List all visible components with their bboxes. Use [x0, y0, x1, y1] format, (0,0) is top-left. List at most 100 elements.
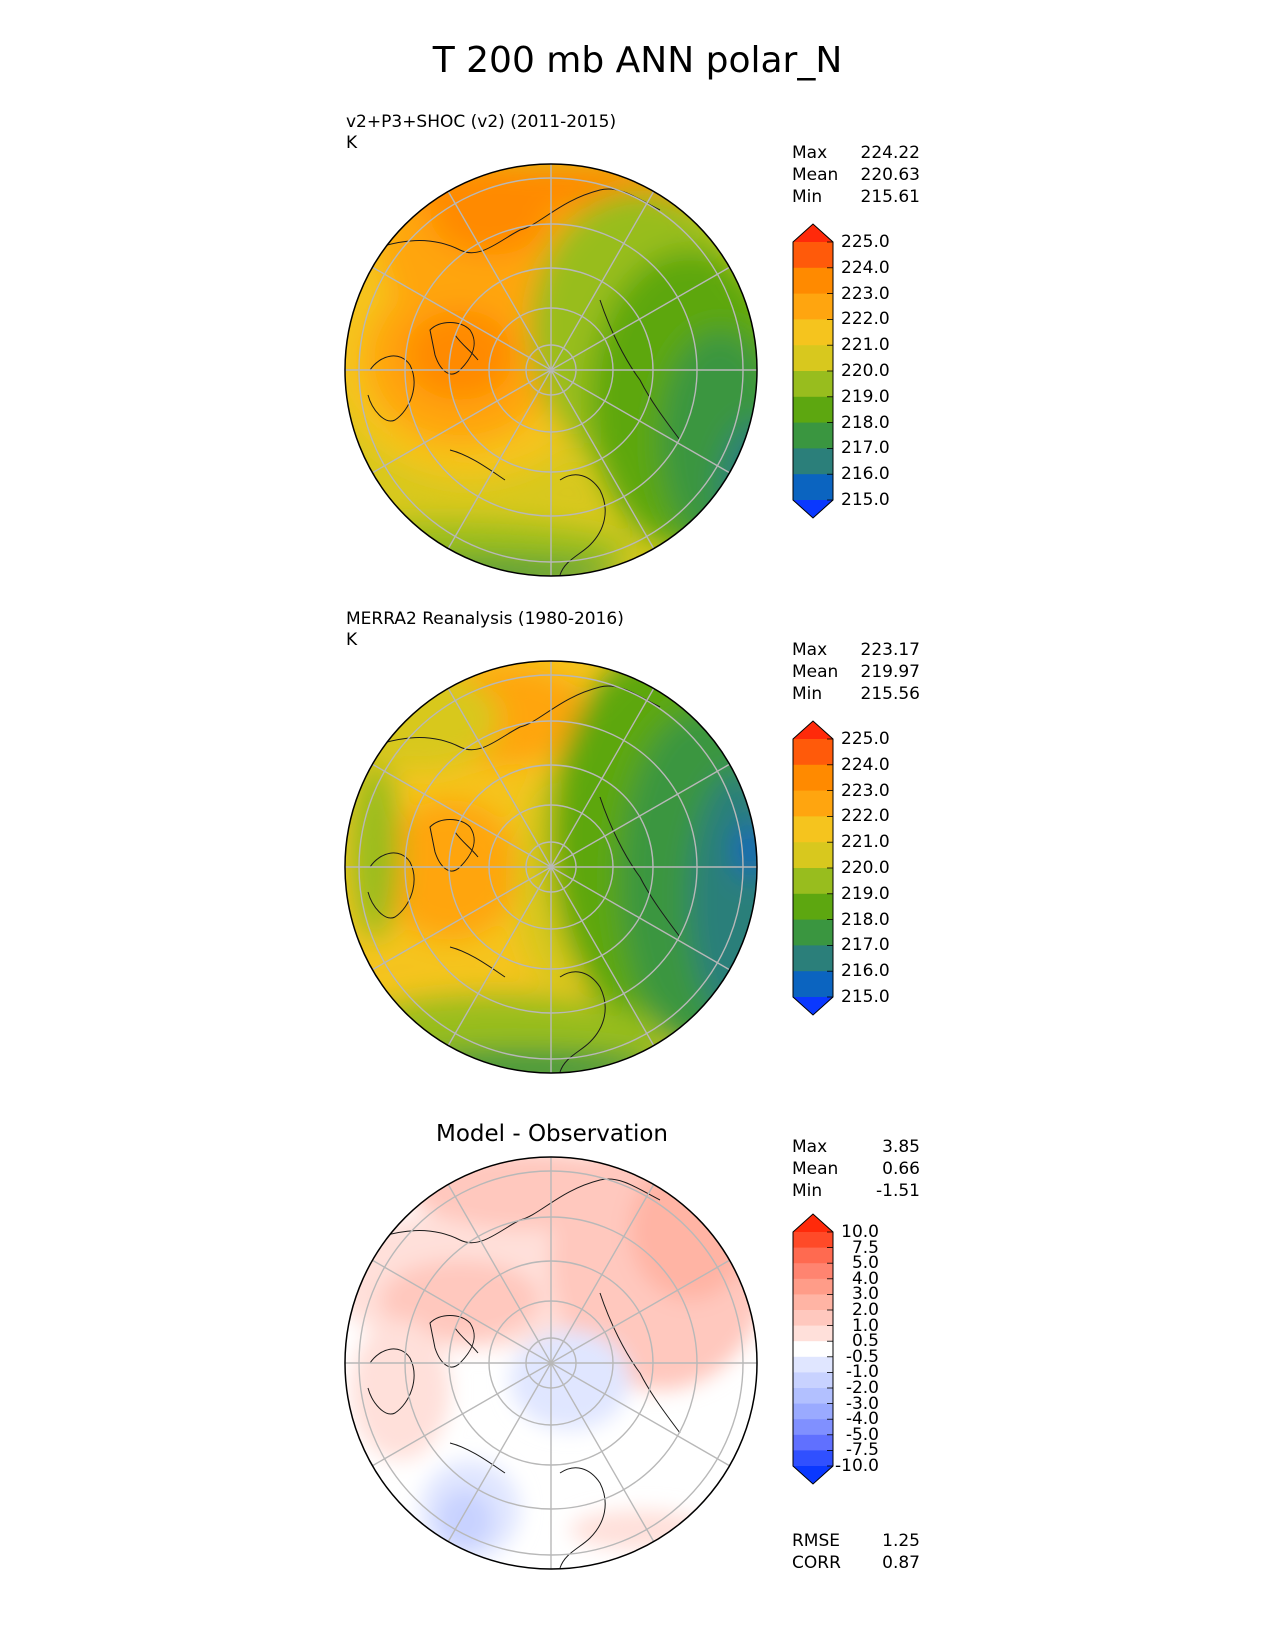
- colorbar-tick-label: 5.0: [851, 1253, 879, 1274]
- colorbar-1: [792, 223, 834, 519]
- colorbar-segment: [793, 371, 833, 398]
- rmse-value: 1.25: [882, 1531, 920, 1551]
- stat-max-value: 224.22: [860, 143, 920, 163]
- stat-max-label: Max: [792, 640, 828, 660]
- map-1-field: [345, 164, 757, 576]
- colorbar-segment: [793, 971, 833, 998]
- colorbar-tick-label: -1.0: [845, 1362, 879, 1383]
- colorbar-tick-label: 215.0: [841, 490, 890, 510]
- colorbars: [792, 223, 834, 1485]
- colorbar-tick-label: 225.0: [841, 729, 890, 749]
- colorbar-tick-label: 218.0: [841, 412, 890, 433]
- colorbar-extend-min: [793, 500, 833, 518]
- corr-value: 0.87: [882, 1553, 920, 1573]
- colorbar-segment: [793, 816, 833, 843]
- colorbar-segment: [793, 242, 833, 269]
- colorbar-segment: [793, 1247, 833, 1264]
- colorbar-tick-label: 225.0: [841, 232, 890, 252]
- colorbar-segment: [793, 1419, 833, 1436]
- colorbar-tick-label: 222.0: [841, 309, 890, 330]
- colorbar-tick-label: 222.0: [841, 806, 890, 827]
- stat-max-label: Max: [792, 1137, 828, 1157]
- stat-mean-label: Mean: [792, 1159, 839, 1179]
- colorbar-segment: [793, 868, 833, 895]
- colorbar-tick-label: 215.0: [841, 987, 890, 1007]
- colorbar-tick-label: 216.0: [841, 464, 890, 485]
- colorbar-tick-label: 218.0: [841, 909, 890, 930]
- rmse-label: RMSE: [792, 1531, 841, 1551]
- colorbar-tick-label: -3.0: [845, 1393, 879, 1414]
- colorbar-segment: [793, 764, 833, 792]
- panel-3-title: Model - Observation: [435, 1121, 669, 1147]
- colorbar-segment: [793, 1263, 833, 1280]
- colorbar-segment: [793, 422, 833, 449]
- colorbar-tick-label: 223.0: [841, 283, 890, 304]
- colorbar-segment: [793, 1341, 833, 1358]
- colorbar-segment: [793, 1372, 833, 1389]
- stat-max-value: 3.85: [882, 1137, 920, 1157]
- colorbar-tick-label: 224.0: [841, 257, 890, 278]
- colorbar-segment: [793, 1403, 833, 1420]
- colorbar-segment: [793, 1450, 833, 1467]
- colorbar-tick-label: -4.0: [845, 1409, 879, 1430]
- figure-title: T 200 mb ANN polar_N: [432, 40, 843, 81]
- colorbar-segment: [793, 1278, 833, 1295]
- colorbar-segment: [793, 919, 833, 946]
- colorbar-segment: [793, 1356, 833, 1373]
- colorbar-tick-label: 221.0: [841, 832, 890, 853]
- colorbar-tick-label: 217.0: [841, 438, 890, 459]
- corr-label: CORR: [792, 1553, 841, 1573]
- colorbar-tick-label: 10.0: [841, 1222, 879, 1242]
- stat-min-label: Min: [792, 1181, 823, 1201]
- colorbar-tick-label: 4.0: [851, 1268, 879, 1289]
- stat-max-value: 223.17: [860, 640, 920, 660]
- colorbar-tick-label: 219.0: [841, 883, 890, 904]
- panel-3-stats: Max 3.85 Mean 0.66 Min -1.51: [792, 1136, 920, 1202]
- colorbar-segment: [793, 1294, 833, 1311]
- colorbar-tick-label: 217.0: [841, 935, 890, 956]
- panel-2-units: K: [346, 630, 358, 650]
- colorbar-segment: [793, 474, 833, 501]
- panel-2-label: MERRA2 Reanalysis (1980-2016) K: [346, 609, 624, 651]
- colorbar-tick-label: -10.0: [835, 1456, 879, 1476]
- colorbar-extend-max: [793, 224, 833, 242]
- colorbar-segment: [793, 1325, 833, 1342]
- panel-1-units: K: [346, 133, 358, 153]
- colorbar-segment: [793, 1388, 833, 1405]
- map-3-border: [344, 1156, 758, 1570]
- colorbar-segment: [793, 396, 833, 424]
- map-2-field: [345, 661, 757, 1073]
- colorbar-tick-label: -2.0: [845, 1378, 879, 1398]
- colorbar-tick-label: 3.0: [851, 1284, 879, 1305]
- colorbar-tick-label: 221.0: [841, 335, 890, 356]
- colorbar-tick-label: 220.0: [841, 361, 890, 381]
- colorbar-segment: [793, 945, 833, 972]
- panel-3-metrics: RMSE 1.25 CORR 0.87: [792, 1530, 920, 1574]
- colorbar-extend-min: [793, 1466, 833, 1484]
- panel-2-stats: Max 223.17 Mean 219.97 Min 215.56: [792, 639, 920, 705]
- colorbar-segment: [793, 293, 833, 320]
- colorbar-segment: [793, 345, 833, 372]
- stat-mean-label: Mean: [792, 165, 839, 185]
- stat-mean-label: Mean: [792, 662, 839, 682]
- stat-mean-value: 0.66: [882, 1159, 920, 1179]
- colorbar-tick-label: 1.0: [851, 1315, 879, 1336]
- stat-min-value: 215.56: [860, 684, 920, 704]
- colorbar-segment: [793, 267, 833, 295]
- map-panel-2: [344, 660, 758, 1074]
- colorbar-3: [792, 1213, 834, 1485]
- colorbar-tick-label: 224.0: [841, 754, 890, 775]
- colorbar-tick-label: -5.0: [845, 1424, 879, 1445]
- colorbar-extend-max: [793, 721, 833, 739]
- colorbar-tick-label: -7.5: [845, 1440, 879, 1461]
- stat-min-value: 215.61: [860, 187, 920, 207]
- stat-min-value: -1.51: [876, 1181, 920, 1201]
- colorbar-segment: [793, 1232, 833, 1249]
- colorbar-tick-label: 216.0: [841, 961, 890, 982]
- stat-max-label: Max: [792, 143, 828, 163]
- colorbar-tick-label: 2.0: [851, 1300, 879, 1320]
- colorbar-tick-label: 219.0: [841, 386, 890, 407]
- colorbar-tick-label: 223.0: [841, 780, 890, 801]
- stat-min-label: Min: [792, 684, 823, 704]
- colorbar-segment: [793, 842, 833, 869]
